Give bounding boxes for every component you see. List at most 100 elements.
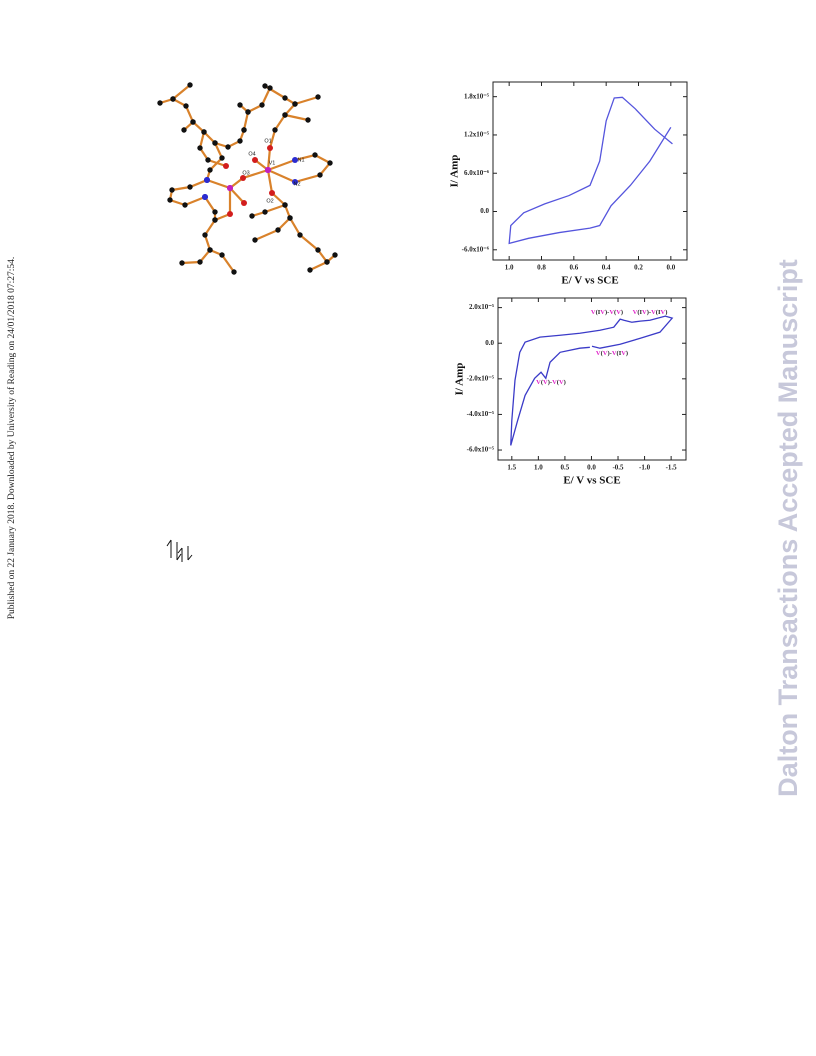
atom [269,190,275,196]
atom [237,102,243,108]
annotation-part: V [616,309,621,316]
atom [202,232,208,238]
cv-plot: 1.0 0.8 0.6 0.4 0.2 0.0 1.8x10⁻⁵ 1.2x10⁻⁵ 6.0x10… [449,81,688,287]
annotation: V(IV)-V(V) [591,309,623,316]
atom-label: O4 [248,151,255,157]
annotation-part: V [651,309,656,316]
annotation-part: V [612,350,617,357]
cv-plot: 1.5 1.0 0.5 0.0 -0.5 -1.0 -1.5 2.0x10⁻⁵ 0.0 -2.0x… [454,297,687,487]
atom [182,202,188,208]
atom [204,177,210,183]
atom [237,138,243,144]
atom [267,85,273,91]
x-tick-label: 0.0 [666,264,675,272]
x-axis-label: E/ V vs SCE [563,475,620,487]
atom [201,129,207,135]
x-tick-label: 0.0 [587,464,596,472]
annotation-part: V [536,379,541,386]
annotation-part: ) [665,309,667,316]
annotation-part: ) [564,379,566,386]
atom [187,82,193,88]
y-tick-label: 6.0x10⁻⁶ [464,169,489,177]
atom [312,152,318,158]
atom [169,187,175,193]
x-tick-label: 1.0 [505,264,514,272]
bond [294,95,319,106]
atom [190,119,196,125]
bond [309,261,328,271]
annotation-part: ) [647,309,649,316]
atom [305,117,311,123]
bond [264,85,297,171]
bond [168,142,224,207]
atom [315,94,321,100]
atom [327,160,333,166]
annotation-part: ) [605,309,607,316]
y-tick-label: -4.0x10⁻⁵ [467,410,494,418]
annotation-part: V [621,350,626,357]
atom [272,127,278,133]
y-axis-label: I/ Amp [449,155,461,188]
bond [284,113,309,122]
atom-label: N2 [293,181,300,187]
atom [241,200,247,206]
atom [292,101,298,107]
annotation-part: ) [548,379,550,386]
y-tick-label: 2.0x10⁻⁵ [469,303,494,311]
atom [282,112,288,118]
atom [324,259,330,265]
atom [202,194,208,200]
atom [212,209,218,215]
cv-curve [510,315,674,446]
y-tick-label: 0.0 [480,207,489,215]
plot-frame [492,81,688,261]
atom [307,267,313,273]
atom [262,83,268,89]
watermark: Dalton Transactions Accepted Manuscript [773,259,803,797]
annotation-part: V [642,309,647,316]
atom [170,96,176,102]
atom [167,197,173,203]
annotation-part: I [598,309,601,316]
atom-label: O1 [264,138,271,144]
x-tick-label: 1.0 [534,464,543,472]
annotation-part: V [596,350,601,357]
annotation-part: ) [621,309,623,316]
bond [204,196,217,220]
y-tick-label: 1.2x10⁻⁵ [464,131,489,139]
atom [207,247,213,253]
x-tick-label: 0.2 [634,264,643,272]
annotation: V(IV)-V(IV) [633,309,668,316]
atom [315,247,321,253]
bond [242,87,271,131]
annotation-part: I [658,309,661,316]
x-tick-label: 0.4 [602,264,611,272]
equilibrium-arrows [166,539,193,562]
bond [229,187,245,204]
atom [252,237,258,243]
atom [240,175,246,181]
x-tick-label: 0.5 [561,464,570,472]
atom [223,163,229,169]
annotation-part: V [591,309,596,316]
annotation-part: I [619,350,622,357]
y-tick-label: -2.0x10⁻⁵ [467,374,494,382]
atom [183,103,189,109]
x-axis-label: E/ V vs SCE [561,275,618,287]
atom [157,100,163,106]
cv-curve [508,96,673,245]
y-tick-label: 0.0 [485,339,494,347]
atom [267,145,273,151]
atom [332,252,338,258]
side-text: Published on 22 January 2018. Downloaded… [6,257,17,620]
annotation-part: ( [637,309,639,316]
atom [282,95,288,101]
atom [212,140,218,146]
annotation-part: ( [617,350,619,357]
x-tick-label: -1.5 [666,464,678,472]
atom-label: O2 [266,198,273,204]
atom [197,259,203,265]
plot-frame [497,297,687,461]
annotation-part: - [649,309,651,316]
